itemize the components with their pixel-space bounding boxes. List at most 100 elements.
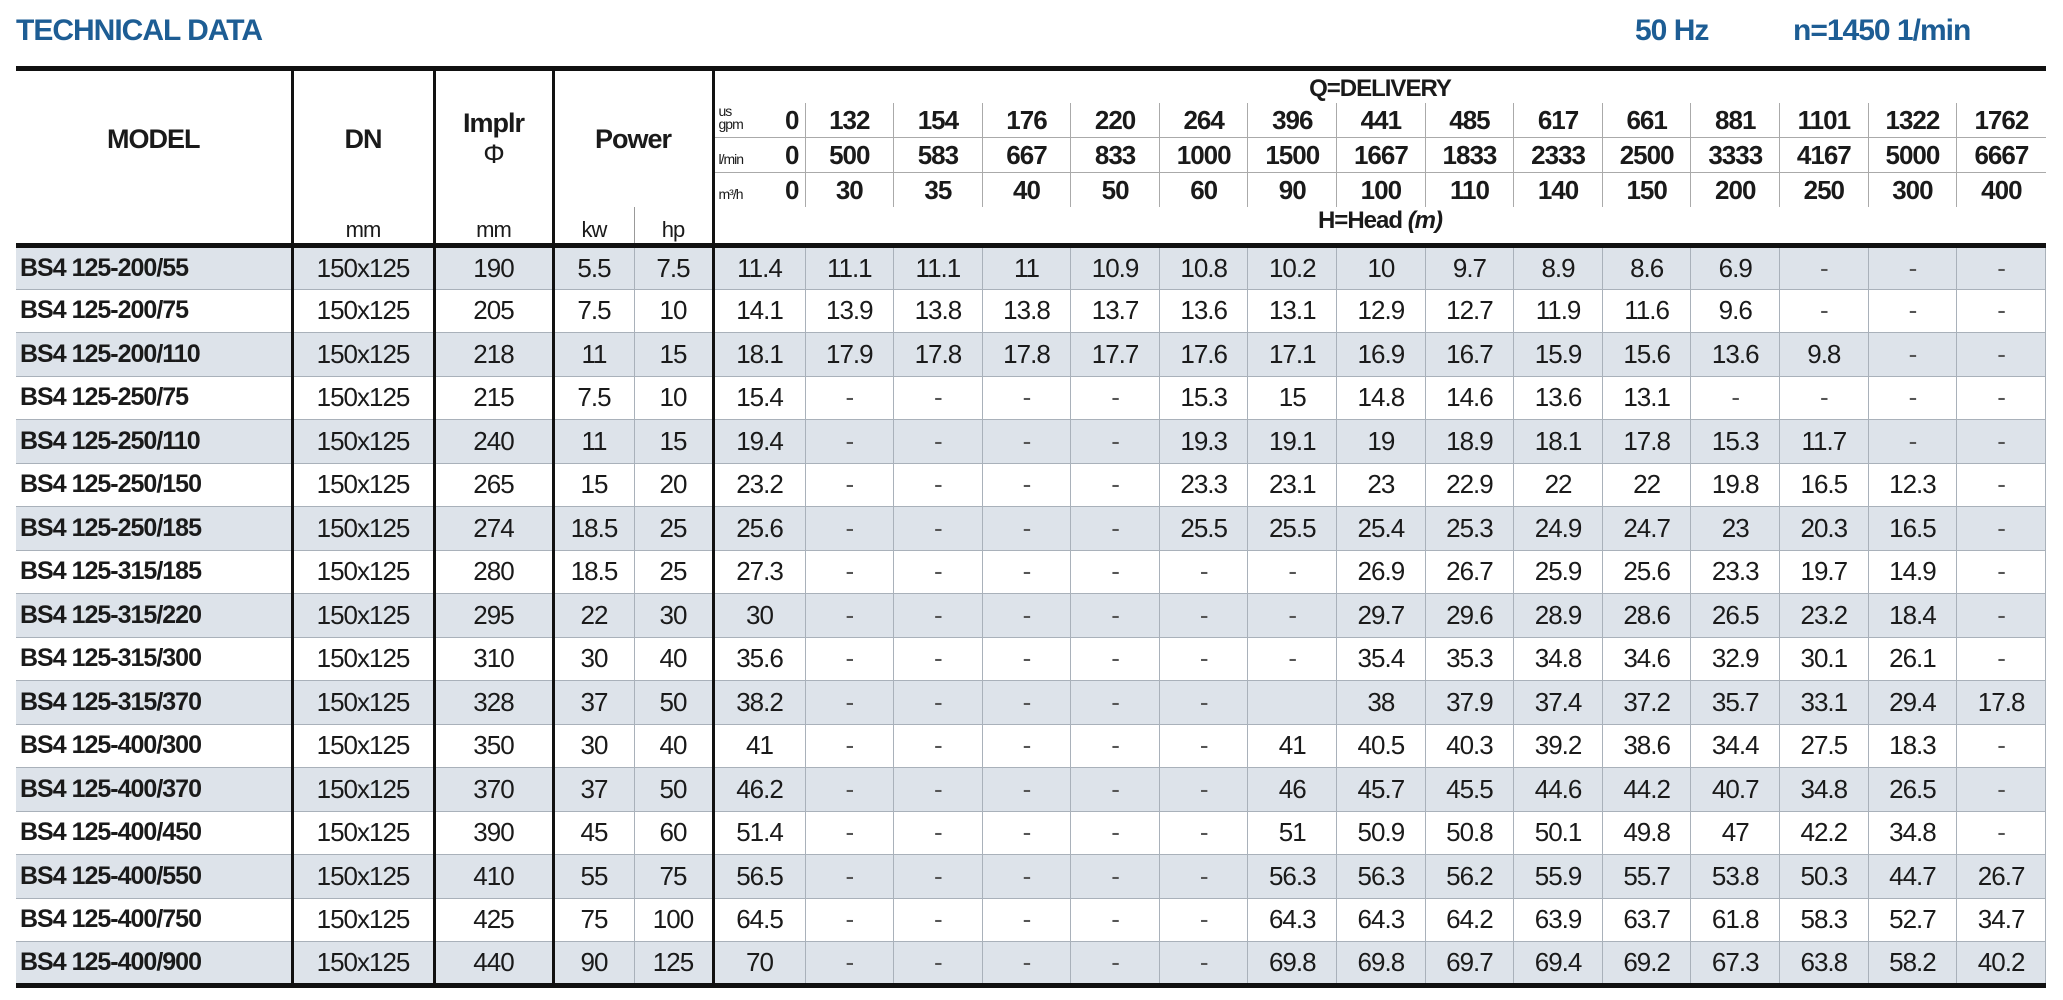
head-value-cell: 30: [713, 593, 806, 638]
head-value-cell: -: [1159, 637, 1249, 681]
hp-unit: hp: [634, 207, 715, 246]
head-value-cell: 15.6: [1602, 332, 1692, 377]
head-value-cell: -: [1956, 811, 2046, 855]
model-cell: BS4 125-250/185: [16, 506, 294, 551]
head-value-cell: 37.9: [1425, 680, 1515, 725]
head-value-cell: 51: [1247, 811, 1338, 855]
model-cell: BS4 125-400/300: [16, 724, 294, 768]
table-row: BS4 125-250/150 150x125 265 15 20 23.2- - - -23.…: [16, 463, 2046, 507]
flow-value: 617: [1513, 103, 1603, 138]
head-value-cell: 25.9: [1513, 550, 1603, 594]
dn-cell: 150x125: [292, 767, 436, 812]
head-value-cell: 35.3: [1425, 637, 1515, 681]
kw-unit: kw: [553, 207, 635, 246]
head-value-cell: -: [893, 419, 983, 464]
head-value-cell: 49.8: [1602, 811, 1692, 855]
head-value-cell: 17.9: [805, 332, 895, 377]
head-value-cell: -: [1070, 854, 1160, 899]
power-header: Power: [553, 68, 715, 207]
head-value-cell: 37.2: [1602, 680, 1692, 725]
flow-value: 5000: [1867, 137, 1957, 173]
head-value-cell: 69.8: [1336, 941, 1426, 986]
head-value-cell: -: [893, 550, 983, 594]
head-value-cell: -: [893, 767, 983, 812]
head-value-cell: -: [1956, 637, 2046, 681]
table-row: BS4 125-315/370 150x125 328 37 50 38.2- - - - -38…: [16, 680, 2046, 725]
head-value-cell: -: [1956, 724, 2046, 768]
head-value-cell: 40.2: [1956, 941, 2046, 986]
head-value-cell: 25.4: [1336, 506, 1426, 551]
head-value-cell: 26.5: [1690, 593, 1781, 638]
head-value-cell: 25.6: [1602, 550, 1692, 594]
head-value-cell: 53.8: [1690, 854, 1781, 899]
model-cell: BS4 125-200/75: [16, 289, 294, 333]
head-value-cell: 25.5: [1159, 506, 1249, 551]
head-value-cell: 34.4: [1690, 724, 1781, 768]
table-row: BS4 125-315/220 150x125 295 22 30 30- - - - - -29.…: [16, 593, 2046, 638]
technical-data-table: MODEL DN Implr Φ Power Q=DELIVERY us gpm 0…: [16, 66, 2046, 988]
head-value-cell: 13.8: [982, 289, 1072, 333]
hp-cell: 15: [634, 419, 715, 464]
head-value-cell: 18.9: [1425, 419, 1515, 464]
flow-value: 1500: [1247, 137, 1337, 173]
head-value-cell: 17.8: [893, 332, 983, 377]
head-value-cell: -: [982, 463, 1072, 507]
hp-cell: 25: [634, 506, 715, 551]
head-value-cell: 22.9: [1425, 463, 1515, 507]
flow-unit-label: l/min: [718, 151, 745, 167]
head-value-cell: -: [805, 767, 895, 812]
dn-unit: mm: [292, 207, 436, 246]
flow-zero-cell: l/min 0: [713, 137, 805, 173]
head-value-cell: 10.8: [1159, 245, 1249, 290]
head-value-cell: -: [1159, 898, 1249, 942]
flow-unit-name: l/min: [718, 151, 745, 167]
dn-cell: 150x125: [292, 680, 436, 725]
diameter-symbol: Φ: [483, 139, 505, 169]
head-value-cell: 56.2: [1425, 854, 1515, 899]
head-value-cell: 15.9: [1513, 332, 1603, 377]
head-value-cell: 58.3: [1779, 898, 1869, 942]
table-row: BS4 125-400/750 150x125 425 75 100 64.5- - - - -6…: [16, 898, 2046, 942]
impeller-cell: 218: [434, 332, 555, 377]
table-row: BS4 125-400/550 150x125 410 55 75 56.5- - - - -56…: [16, 854, 2046, 899]
head-value-cell: 50.8: [1425, 811, 1515, 855]
head-value-cell: 32.9: [1690, 637, 1781, 681]
head-value-cell: 45.5: [1425, 767, 1515, 812]
flow-value: 150: [1601, 172, 1691, 207]
head-value-cell: -: [893, 637, 983, 681]
hp-cell: 125: [634, 941, 715, 986]
flow-value: 881: [1690, 103, 1780, 138]
head-value-cell: 12.9: [1336, 289, 1426, 333]
head-value-cell: 56.3: [1247, 854, 1338, 899]
head-value-cell: -: [1690, 376, 1781, 420]
head-value-cell: 17.1: [1247, 332, 1338, 377]
head-value-cell: 44.7: [1868, 854, 1958, 899]
dn-cell: 150x125: [292, 854, 436, 899]
head-value-cell: 52.7: [1868, 898, 1958, 942]
impeller-cell: 280: [434, 550, 555, 594]
head-value-cell: 17.8: [982, 332, 1072, 377]
head-value-cell: 58.2: [1868, 941, 1958, 986]
head-value-cell: 41: [713, 724, 806, 768]
head-value-cell: 23.2: [713, 463, 806, 507]
head-value-cell: -: [1070, 463, 1160, 507]
flow-value: 50: [1070, 172, 1160, 207]
head-value-cell: 38.2: [713, 680, 806, 725]
head-value-cell: 64.3: [1247, 898, 1338, 942]
head-value-cell: -: [1868, 419, 1958, 464]
head-value-cell: -: [1159, 680, 1249, 725]
kw-cell: 37: [553, 680, 635, 725]
flow-unit-name: gpm: [718, 116, 744, 132]
flow-row-lmin: l/min 0 500 583 667 833 1000 1500 1667 1833 2333 25…: [16, 137, 2046, 173]
flow-value: 2333: [1513, 137, 1603, 173]
kw-cell: 45: [553, 811, 635, 855]
head-value-cell: 13.1: [1247, 289, 1338, 333]
kw-cell: 11: [553, 419, 635, 464]
head-value-cell: 18.1: [713, 332, 806, 377]
flow-value: 264: [1158, 103, 1248, 138]
flow-value: 300: [1867, 172, 1957, 207]
head-value-cell: 45.7: [1336, 767, 1426, 812]
head-value-cell: 18.1: [1513, 419, 1603, 464]
head-value-cell: 10: [1336, 245, 1426, 290]
head-value-cell: 64.5: [713, 898, 806, 942]
